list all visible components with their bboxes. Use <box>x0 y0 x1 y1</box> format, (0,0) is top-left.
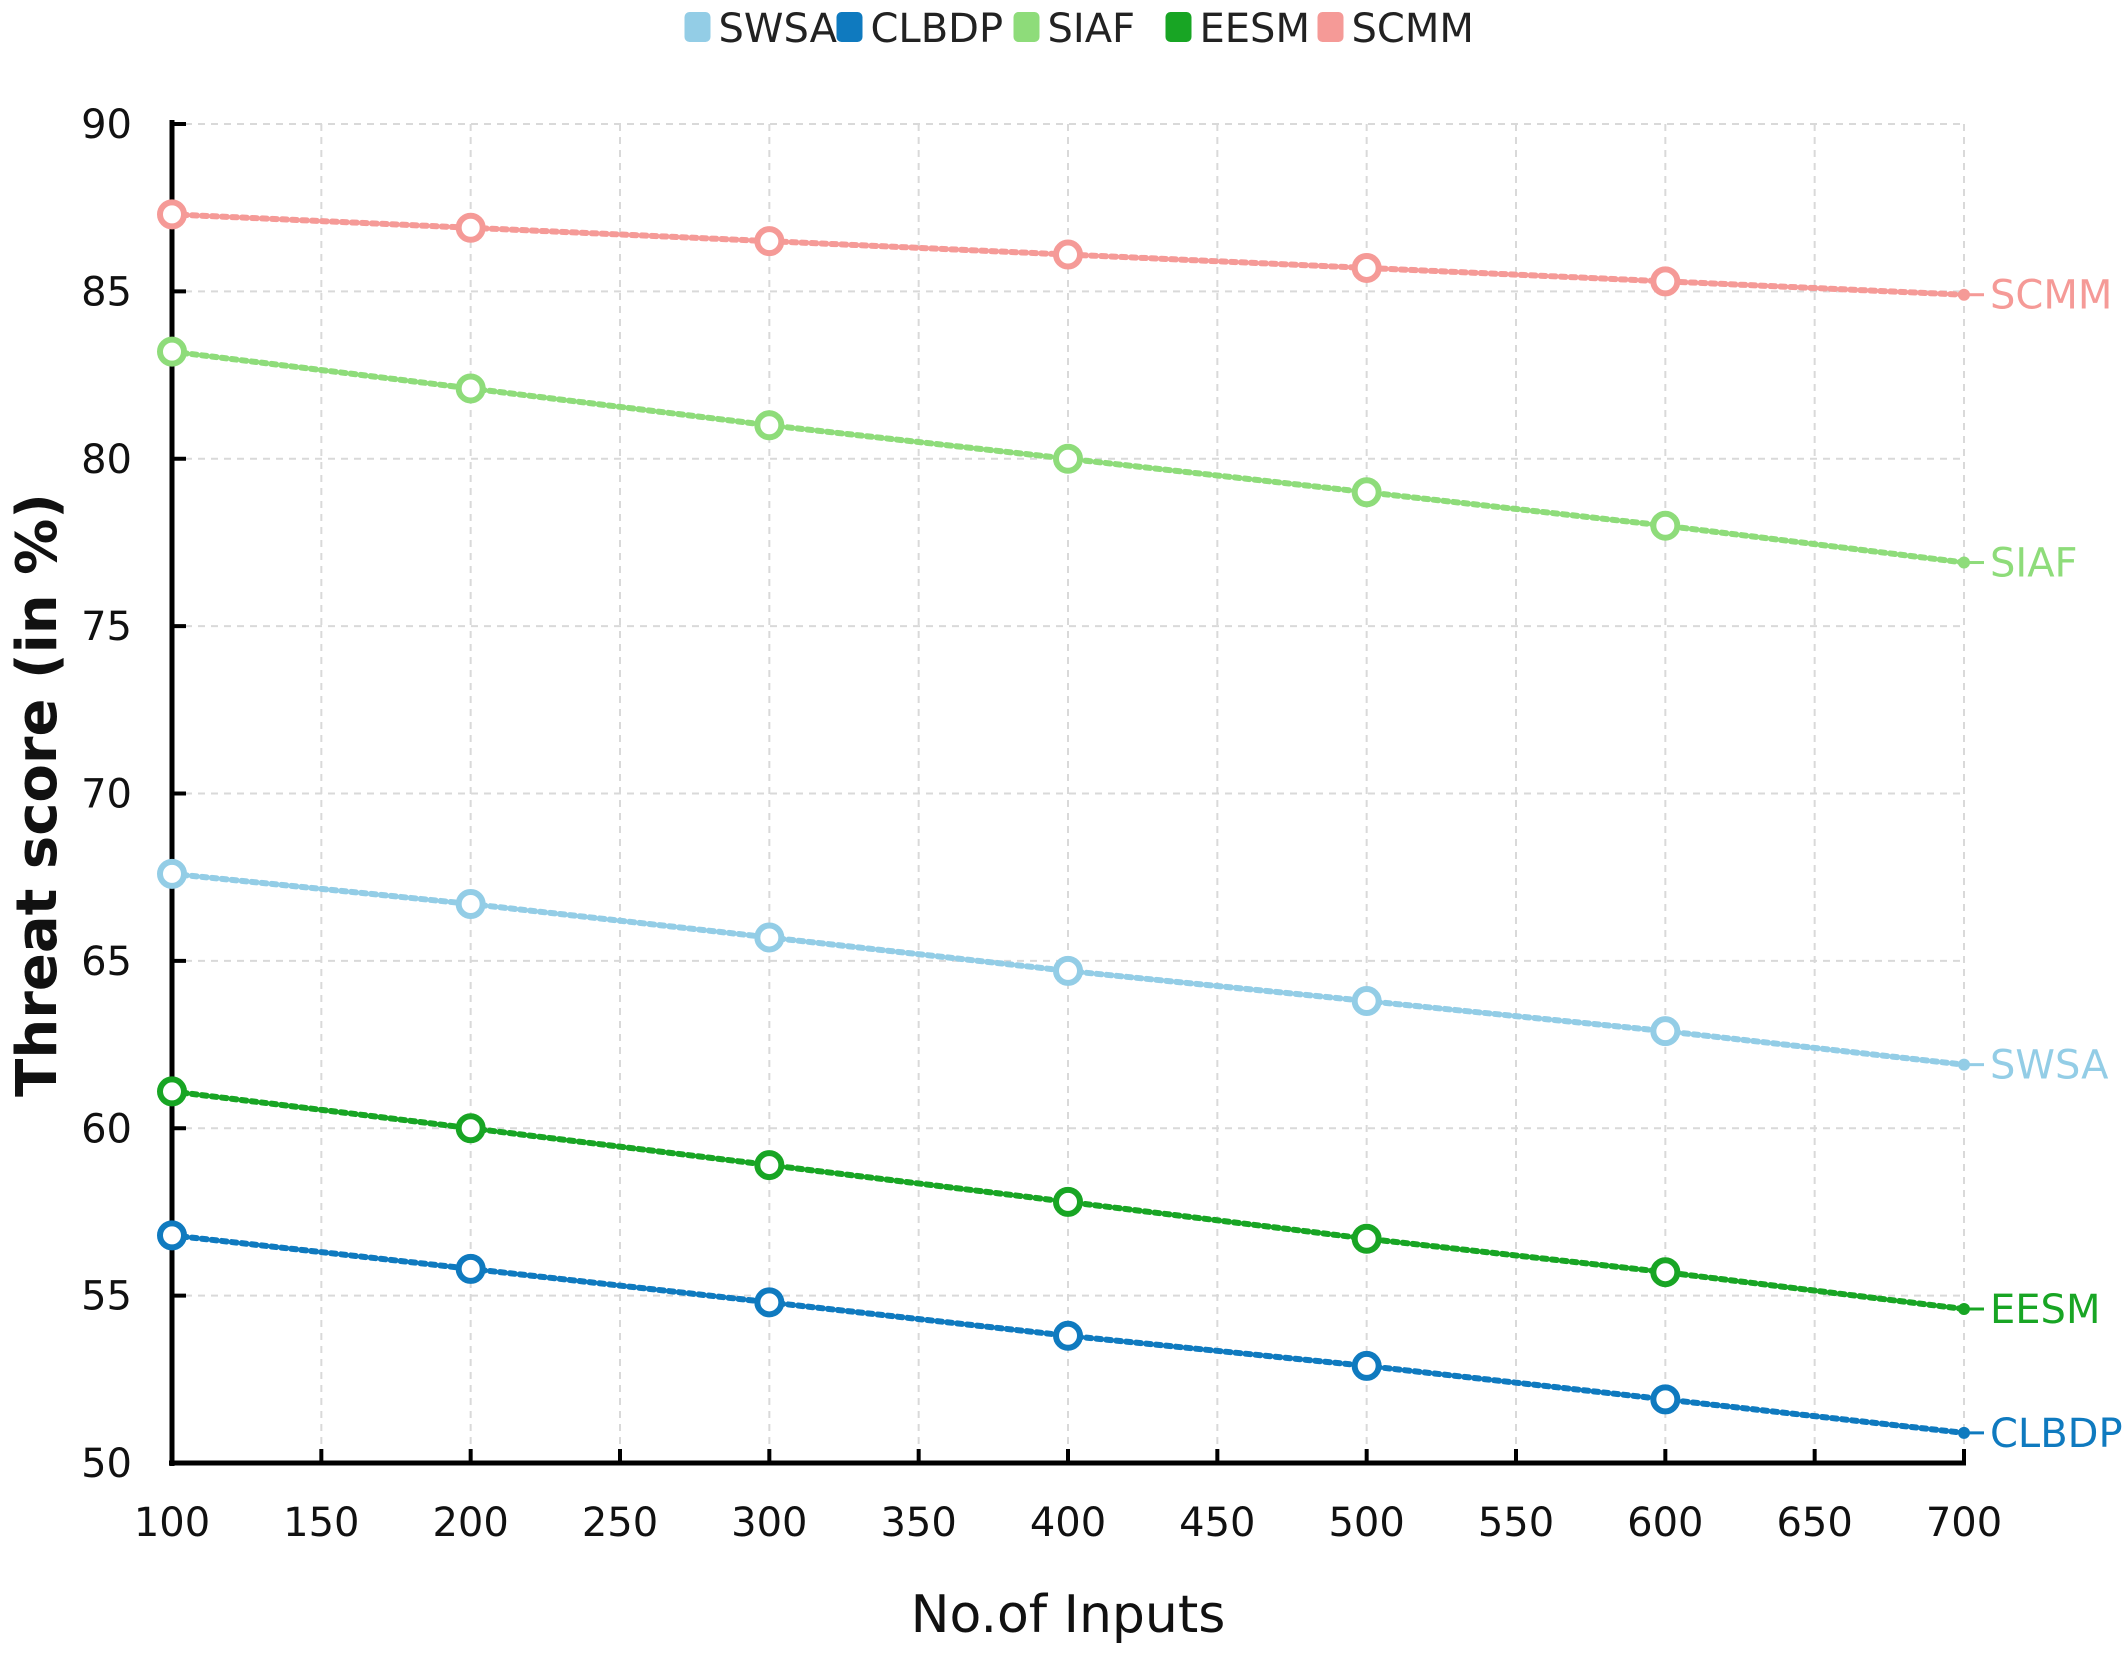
data-point <box>1053 443 1083 474</box>
data-point <box>1958 1426 1970 1439</box>
x-tick-label: 700 <box>1926 1500 2002 1546</box>
series-scmm: SCMM <box>157 199 2112 319</box>
series-siaf: SIAF <box>157 336 2078 587</box>
legend-label: SCMM <box>1352 6 1474 52</box>
data-point <box>1650 510 1681 541</box>
legend-swatch <box>836 12 863 42</box>
x-tick-label: 650 <box>1776 1500 1852 1546</box>
data-point <box>1650 1384 1681 1415</box>
y-tick-label: 50 <box>81 1441 132 1487</box>
data-point <box>157 1220 187 1251</box>
data-point <box>455 373 486 404</box>
legend-item: SIAF <box>1013 6 1136 52</box>
y-tick-label: 80 <box>81 437 132 483</box>
data-point <box>157 1076 187 1107</box>
data-point <box>754 1287 785 1318</box>
x-tick-label: 150 <box>283 1500 359 1546</box>
x-tick-label: 250 <box>582 1500 658 1546</box>
data-point <box>157 199 187 230</box>
y-tick-label: 60 <box>81 1106 132 1152</box>
data-point <box>1650 266 1681 297</box>
data-point <box>157 858 187 889</box>
data-point <box>157 336 187 367</box>
data-point <box>1958 556 1970 569</box>
data-point <box>455 1253 486 1284</box>
y-tick-label: 55 <box>81 1274 132 1320</box>
data-point <box>754 1150 785 1181</box>
data-point <box>1053 955 1083 986</box>
series-end-label: EESM <box>1990 1287 2100 1333</box>
data-point <box>1351 1223 1382 1254</box>
legend-swatch <box>1013 12 1040 42</box>
series-swsa: SWSA <box>157 858 2109 1089</box>
legend-label: SIAF <box>1048 6 1136 52</box>
legend-label: CLBDP <box>871 6 1004 52</box>
data-point <box>754 922 785 953</box>
x-tick-label: 450 <box>1179 1500 1255 1546</box>
series-end-label: SCMM <box>1990 273 2112 319</box>
data-point <box>1958 1303 1970 1316</box>
data-point <box>1351 986 1382 1017</box>
y-axis-title: Threat score (in %) <box>5 493 70 1097</box>
legend-label: EESM <box>1200 6 1310 52</box>
x-tick-label: 300 <box>731 1500 807 1546</box>
legend-swatch <box>1317 12 1344 42</box>
data-point <box>1053 1320 1083 1351</box>
x-tick-label: 350 <box>880 1500 956 1546</box>
data-point <box>754 410 785 441</box>
y-tick-label: 70 <box>81 772 132 818</box>
y-tick-label: 75 <box>81 604 132 650</box>
series-end-label: CLBDP <box>1990 1411 2123 1457</box>
data-point <box>1958 1058 1970 1071</box>
legend-item: SCMM <box>1317 6 1474 52</box>
legend-label: SWSA <box>719 6 838 52</box>
data-point <box>1958 288 1970 301</box>
series-eesm: EESM <box>157 1076 2100 1333</box>
data-point <box>455 212 486 243</box>
legend-swatch <box>684 12 711 42</box>
data-point <box>455 888 486 919</box>
y-tick-label: 90 <box>81 102 132 148</box>
data-point <box>1053 1186 1083 1217</box>
x-tick-label: 200 <box>432 1500 508 1546</box>
data-point <box>754 226 785 257</box>
data-point <box>1650 1257 1681 1288</box>
legend-swatch <box>1165 12 1192 42</box>
x-tick-label: 600 <box>1627 1500 1703 1546</box>
y-tick-label: 85 <box>81 269 132 315</box>
series-end-label: SIAF <box>1990 541 2078 587</box>
data-point <box>1053 239 1083 270</box>
legend-item: EESM <box>1165 6 1310 52</box>
grid-lines <box>172 123 1965 1463</box>
legend-item: SWSA <box>684 6 838 52</box>
x-tick-label: 550 <box>1478 1500 1554 1546</box>
series-lines: SWSA CLBDP SIAF EESM SCMM <box>157 199 2123 1457</box>
data-point <box>455 1113 486 1144</box>
legend: SWSA CLBDP SIAF EESM SCMM <box>684 6 1474 52</box>
data-point <box>1351 252 1382 283</box>
y-tick-label: 65 <box>81 939 132 985</box>
x-tick-label: 500 <box>1328 1500 1404 1546</box>
series-end-label: SWSA <box>1990 1043 2109 1089</box>
series-clbdp: CLBDP <box>157 1220 2123 1457</box>
axes: 50 55 60 65 70 75 80 85 90 100 150 200 250 300 350 400 4… <box>81 102 2002 1546</box>
x-axis-title: No.of Inputs <box>911 1585 1226 1645</box>
data-point <box>1351 1350 1382 1381</box>
data-point <box>1351 477 1382 508</box>
x-tick-label: 100 <box>134 1500 210 1546</box>
data-point <box>1650 1016 1681 1047</box>
legend-item: CLBDP <box>836 6 1004 52</box>
x-tick-label: 400 <box>1030 1500 1106 1546</box>
